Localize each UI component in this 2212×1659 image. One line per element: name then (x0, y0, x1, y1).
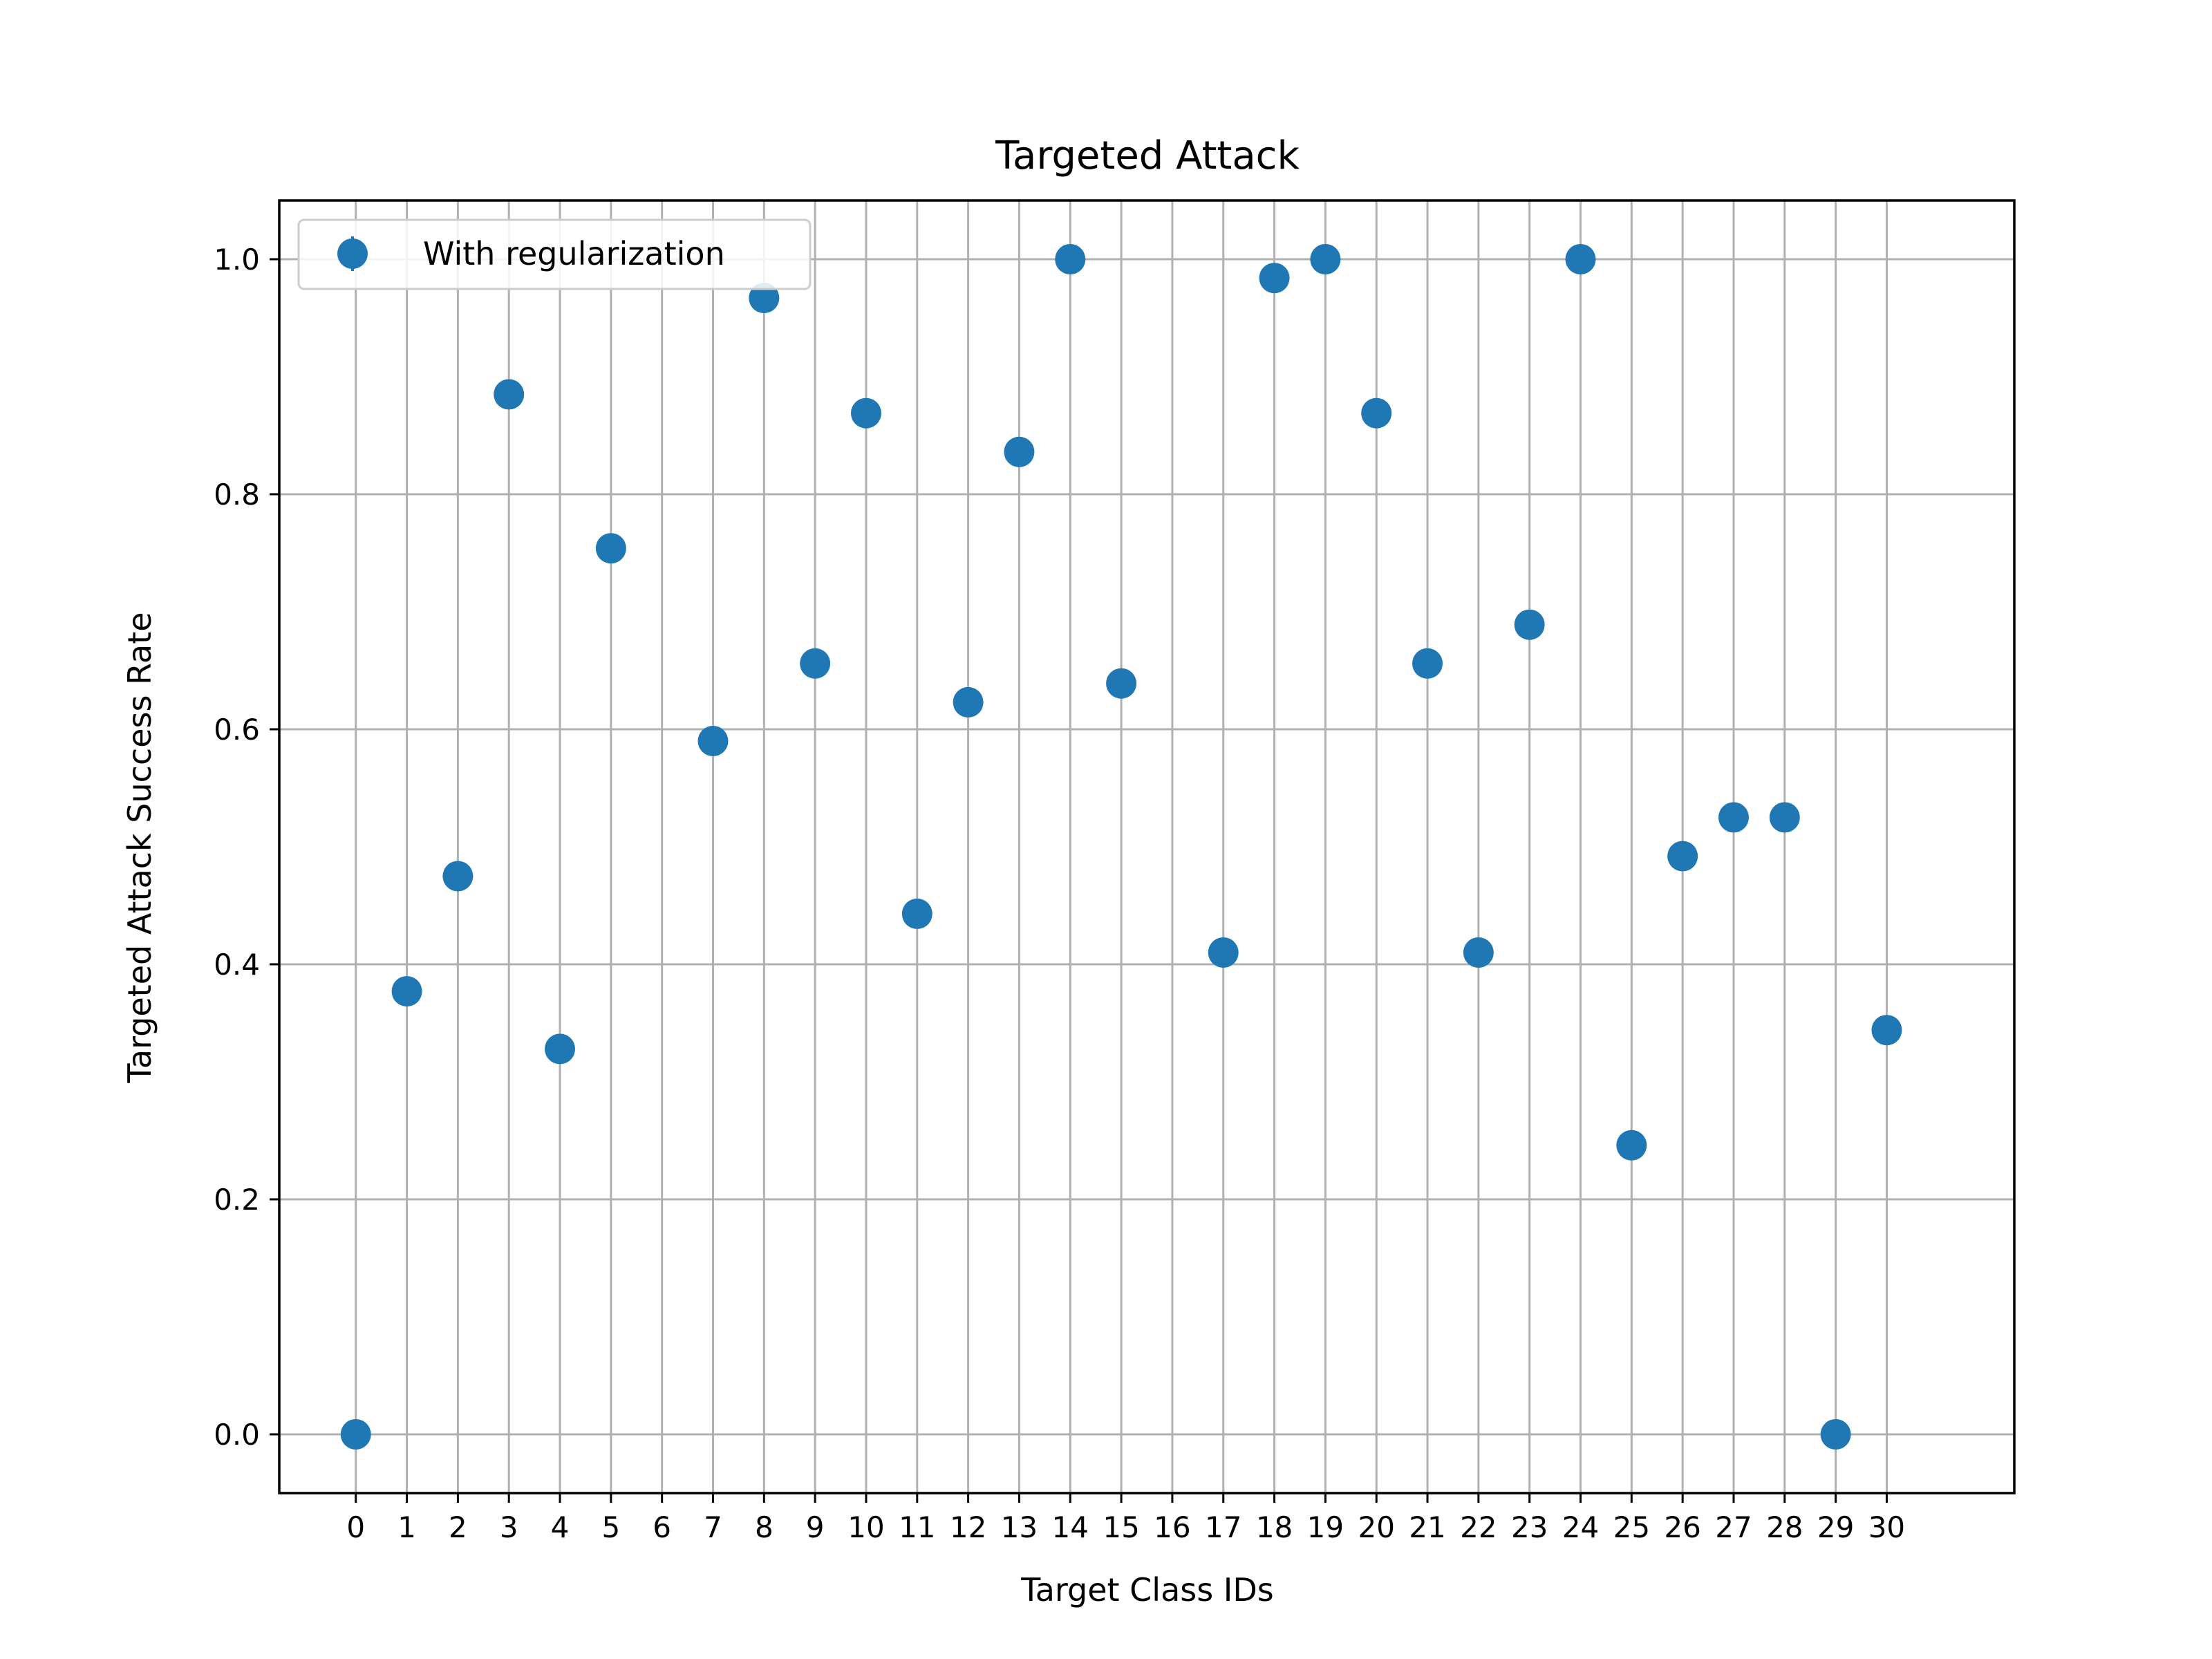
data-point-class-11 (901, 898, 932, 929)
data-point-class-21 (1412, 648, 1443, 679)
data-point-class-0 (340, 1419, 371, 1450)
data-point-class-1 (391, 976, 422, 1007)
x-tick-label-8: 8 (755, 1510, 774, 1544)
x-tick-label-21: 21 (1409, 1510, 1445, 1544)
y-tick-label-5: 1.0 (214, 243, 260, 276)
legend-marker (337, 238, 368, 269)
data-point-class-29 (1820, 1419, 1851, 1450)
data-point-class-23 (1514, 609, 1545, 640)
x-tick-label-23: 23 (1511, 1510, 1548, 1544)
x-tick-label-4: 4 (551, 1510, 570, 1544)
data-point-class-19 (1310, 244, 1341, 274)
data-point-class-8 (749, 283, 780, 314)
x-tick-label-1: 1 (397, 1510, 416, 1544)
legend-label: With regularization (423, 235, 725, 272)
x-tick-label-12: 12 (950, 1510, 986, 1544)
x-tick-label-29: 29 (1817, 1510, 1854, 1544)
data-points (340, 244, 1902, 1450)
data-point-class-30 (1871, 1015, 1902, 1046)
plot-frame (278, 199, 2016, 1494)
x-tick-label-13: 13 (1001, 1510, 1038, 1544)
x-tick-label-11: 11 (899, 1510, 935, 1544)
data-point-class-4 (545, 1033, 576, 1065)
data-point-class-27 (1718, 802, 1749, 833)
legend: With regularization (297, 218, 812, 290)
y-tick-label-1: 0.2 (214, 1183, 260, 1217)
data-point-class-18 (1259, 263, 1290, 294)
y-axis-ticks: 0.0 0.2 0.4 0.6 0.8 1.0 (214, 243, 279, 1452)
chart-title: Targeted Attack (995, 133, 1300, 178)
data-point-class-5 (595, 533, 626, 564)
x-tick-label-18: 18 (1256, 1510, 1293, 1544)
data-point-class-26 (1667, 841, 1698, 872)
x-tick-label-26: 26 (1664, 1510, 1700, 1544)
legend-box (297, 218, 812, 290)
x-axis-label: Target Class IDs (1020, 1571, 1274, 1609)
y-tick-label-3: 0.6 (214, 713, 260, 747)
y-tick-label-2: 0.4 (214, 948, 260, 982)
data-point-class-20 (1361, 397, 1392, 429)
x-tick-label-5: 5 (601, 1510, 620, 1544)
x-tick-label-7: 7 (704, 1510, 722, 1544)
y-tick-label-4: 0.8 (214, 478, 260, 512)
x-grid-lines (355, 200, 1888, 1493)
x-tick-label-30: 30 (1868, 1510, 1905, 1544)
x-tick-label-15: 15 (1103, 1510, 1139, 1544)
x-axis-ticks: 0 1 2 3 4 5 6 7 8 9 10 11 12 13 14 15 16 17 18 19 20 21 22 23 24… (346, 1493, 1905, 1544)
x-tick-label-0: 0 (346, 1510, 365, 1544)
data-point-class-24 (1565, 244, 1596, 274)
data-point-class-22 (1463, 937, 1494, 968)
x-tick-label-24: 24 (1562, 1510, 1599, 1544)
data-point-class-13 (1004, 436, 1035, 467)
data-point-class-2 (442, 861, 474, 892)
x-tick-label-14: 14 (1052, 1510, 1089, 1544)
data-point-class-7 (697, 726, 729, 756)
data-point-class-15 (1106, 668, 1137, 699)
x-tick-label-9: 9 (806, 1510, 825, 1544)
data-point-class-25 (1616, 1130, 1647, 1161)
y-tick-label-0: 0.0 (214, 1418, 260, 1452)
x-tick-label-10: 10 (847, 1510, 884, 1544)
x-tick-label-6: 6 (653, 1510, 671, 1544)
x-tick-label-3: 3 (500, 1510, 518, 1544)
data-point-class-12 (953, 686, 984, 718)
x-tick-label-28: 28 (1766, 1510, 1803, 1544)
data-point-class-28 (1769, 802, 1800, 833)
x-tick-label-25: 25 (1613, 1510, 1650, 1544)
data-point-class-10 (850, 397, 881, 429)
data-point-class-9 (800, 648, 831, 679)
x-tick-label-19: 19 (1307, 1510, 1344, 1544)
x-tick-label-2: 2 (449, 1510, 467, 1544)
x-tick-label-22: 22 (1460, 1510, 1497, 1544)
data-point-class-14 (1055, 244, 1086, 274)
x-tick-label-20: 20 (1358, 1510, 1394, 1544)
y-axis-label: Targeted Attack Success Rate (121, 612, 158, 1083)
x-tick-label-16: 16 (1154, 1510, 1190, 1544)
data-point-class-3 (494, 379, 525, 410)
data-point-class-17 (1208, 937, 1239, 968)
x-tick-label-27: 27 (1715, 1510, 1752, 1544)
x-tick-label-17: 17 (1205, 1510, 1241, 1544)
